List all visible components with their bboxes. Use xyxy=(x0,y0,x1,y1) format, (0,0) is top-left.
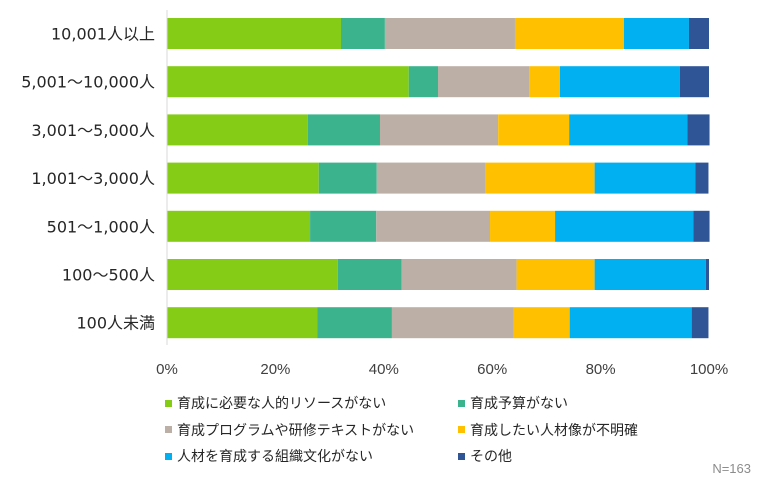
bar-segment xyxy=(337,259,402,290)
bar-segment xyxy=(438,66,530,98)
legend-item: 育成プログラムや研修テキストがない xyxy=(165,420,414,440)
legend-item: 育成したい人材像が不明確 xyxy=(458,420,638,440)
bar-segment xyxy=(498,114,570,146)
legend-swatch xyxy=(165,452,172,460)
legend-item: 人材を育成する組織文化がない xyxy=(165,446,373,466)
bar-segment xyxy=(490,210,556,242)
bar-segment xyxy=(516,259,595,290)
bar-segment xyxy=(705,259,709,290)
bar-segment xyxy=(401,259,517,290)
legend-label: 育成したい人材像が不明確 xyxy=(470,422,638,439)
x-tick-label: 40% xyxy=(369,361,399,378)
bar-segment xyxy=(594,162,696,194)
x-tick-label: 80% xyxy=(586,361,616,378)
bar-segment xyxy=(594,259,706,290)
legend-swatch xyxy=(165,426,172,433)
bar-segment xyxy=(167,210,311,242)
bar-segment xyxy=(693,210,710,242)
legend-swatch xyxy=(458,452,465,460)
bar-segment xyxy=(318,162,377,194)
bar-segment xyxy=(376,210,491,242)
bar-segment xyxy=(340,18,385,49)
legend-item: その他 xyxy=(458,446,512,466)
legend-label: その他 xyxy=(470,449,512,465)
legend-swatch xyxy=(458,426,465,433)
bar-segment xyxy=(376,162,486,194)
bar-segment xyxy=(687,114,710,146)
bar-segment xyxy=(513,307,570,339)
category-label: 10,001人以上 xyxy=(51,25,155,44)
bar-segment xyxy=(310,210,377,242)
bar-segment xyxy=(695,162,709,194)
bar-segment xyxy=(167,307,318,339)
category-label: 100～500人 xyxy=(62,266,155,285)
legend-label: 育成予算がない xyxy=(470,396,568,412)
bar-segment xyxy=(559,66,680,98)
bar-segment xyxy=(380,114,499,146)
legend-swatch xyxy=(165,399,172,407)
legend-label: 育成に必要な人的リソースがない xyxy=(177,396,387,412)
bar-segment xyxy=(569,114,688,146)
legend-label: 育成プログラムや研修テキストがない xyxy=(177,422,415,439)
bar-segment xyxy=(167,114,308,146)
bar-segment xyxy=(691,307,709,339)
bar-segment xyxy=(384,18,515,49)
bar-segment xyxy=(485,162,595,194)
bar-segment xyxy=(555,210,694,242)
x-tick-label: 0% xyxy=(156,361,178,378)
bar-segment xyxy=(623,18,689,49)
category-label: 501～1,000人 xyxy=(47,217,155,236)
category-label: 3,001～5,000人 xyxy=(31,121,155,140)
bar-segment xyxy=(408,66,438,98)
category-label: 5,001～10,000人 xyxy=(21,73,155,92)
bar-segment xyxy=(307,114,381,146)
bar-segment xyxy=(317,307,392,339)
category-label: 1,001～3,000人 xyxy=(31,169,155,188)
x-tick-label: 20% xyxy=(260,361,290,378)
bar-segment xyxy=(167,259,338,290)
legend-label: 人材を育成する組織文化がない xyxy=(177,449,373,465)
bar-segment xyxy=(167,18,341,49)
bar-segment xyxy=(529,66,560,98)
bar-segment xyxy=(167,66,409,98)
sample-size-note: N=163 xyxy=(712,461,751,476)
legend-swatch xyxy=(458,399,465,407)
legend-item: 育成に必要な人的リソースがない xyxy=(165,393,386,413)
x-tick-label: 60% xyxy=(477,361,507,378)
bar-segment xyxy=(391,307,514,339)
legend-item: 育成予算がない xyxy=(458,393,568,413)
x-tick-label: 100% xyxy=(690,361,728,378)
category-label: 100人未満 xyxy=(76,314,155,333)
bar-segment xyxy=(167,162,319,194)
bar-segment xyxy=(569,307,692,339)
bar-segment xyxy=(688,18,709,49)
bar-segment xyxy=(514,18,624,49)
bar-segment xyxy=(679,66,709,98)
